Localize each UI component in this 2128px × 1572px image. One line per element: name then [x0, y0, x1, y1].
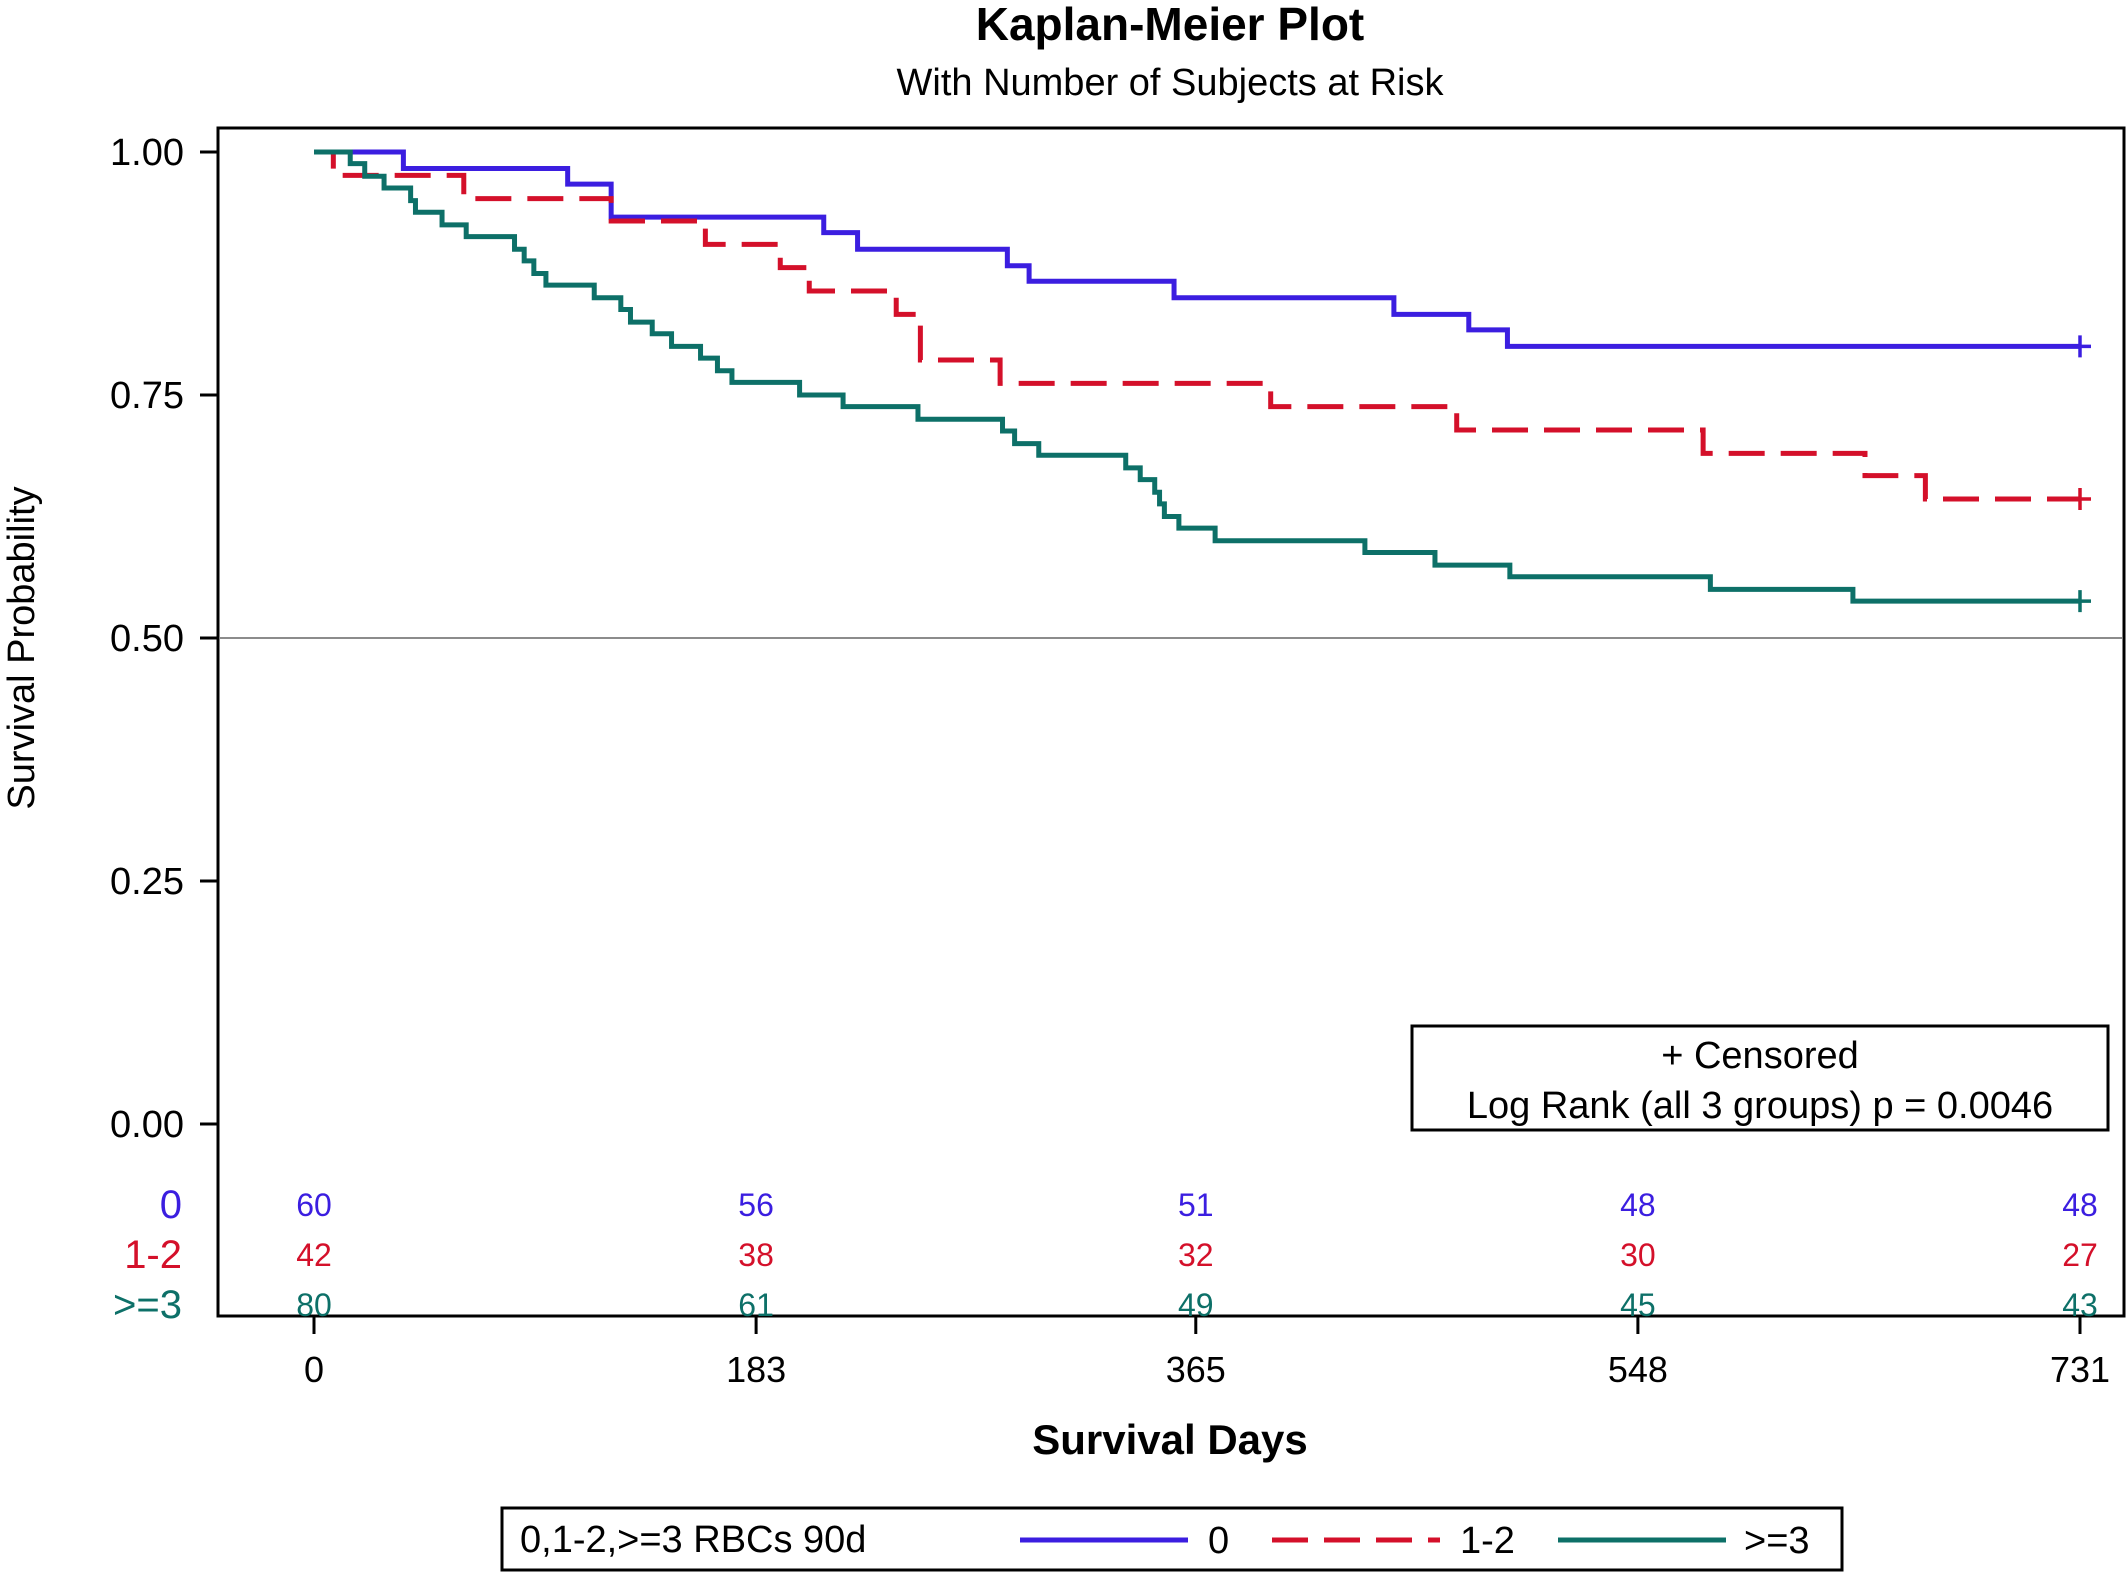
- x-axis: 0 183 365 548 731: [304, 1316, 2110, 1390]
- at-risk-count: 60: [296, 1187, 332, 1223]
- censor-mark-1: [2069, 488, 2091, 511]
- at-risk-group-label: 1-2: [124, 1233, 182, 1277]
- at-risk-count: 38: [738, 1237, 774, 1273]
- censor-info-line-2: Log Rank (all 3 groups) p = 0.0046: [1467, 1085, 2053, 1127]
- x-tick-label: 731: [2050, 1349, 2110, 1390]
- at-risk-group-label: 0: [160, 1183, 182, 1227]
- x-tick-label: 365: [1166, 1349, 1226, 1390]
- survival-curve-0: [314, 149, 2080, 349]
- legend-label-0: 0: [1208, 1520, 1229, 1562]
- x-tick-label: 183: [726, 1349, 786, 1390]
- survival-curves: [314, 149, 2091, 613]
- legend: 0,1-2,>=3 RBCs 90d 0 1-2 >=3: [500, 1506, 1844, 1572]
- censor-info-box: + Censored Log Rank (all 3 groups) p = 0…: [1410, 1024, 2110, 1132]
- censor-mark-2: [2069, 590, 2091, 613]
- chart-title: Kaplan-Meier Plot: [976, 0, 1365, 50]
- y-tick-label: 0.00: [110, 1104, 184, 1146]
- survival-curve-2: [314, 149, 2080, 604]
- x-tick-label: 548: [1608, 1349, 1668, 1390]
- at-risk-count: 30: [1620, 1237, 1656, 1273]
- at-risk-count: 48: [1620, 1187, 1656, 1223]
- at-risk-count: 48: [2062, 1187, 2098, 1223]
- at-risk-count: 32: [1178, 1237, 1214, 1273]
- legend-label-2: >=3: [1744, 1520, 1810, 1562]
- chart-subtitle: With Number of Subjects at Risk: [897, 62, 1445, 104]
- at-risk-count: 61: [738, 1287, 774, 1323]
- x-axis-label: Survival Days: [1032, 1416, 1308, 1463]
- y-tick-label: 1.00: [110, 132, 184, 174]
- x-tick-label: 0: [304, 1349, 324, 1390]
- at-risk-count: 56: [738, 1187, 774, 1223]
- at-risk-count: 45: [1620, 1287, 1656, 1323]
- legend-title: 0,1-2,>=3 RBCs 90d: [520, 1519, 866, 1561]
- at-risk-count: 27: [2062, 1237, 2098, 1273]
- at-risk-count: 80: [296, 1287, 332, 1323]
- y-tick-label: 0.25: [110, 861, 184, 903]
- at-risk-count: 43: [2062, 1287, 2098, 1323]
- at-risk-count: 42: [296, 1237, 332, 1273]
- censor-mark-0: [2069, 335, 2091, 358]
- at-risk-group-label: >=3: [113, 1283, 182, 1327]
- y-tick-label: 0.75: [110, 375, 184, 417]
- at-risk-count: 49: [1178, 1287, 1214, 1323]
- legend-label-1: 1-2: [1460, 1520, 1515, 1562]
- survival-curve-1: [314, 149, 2080, 502]
- censor-info-line-1: + Censored: [1661, 1035, 1859, 1077]
- at-risk-count: 51: [1178, 1187, 1214, 1223]
- y-axis-label: Survival Probability: [1, 486, 43, 809]
- y-axis: 0.00 0.25 0.50 0.75 1.00: [110, 132, 218, 1146]
- y-tick-label: 0.50: [110, 618, 184, 660]
- plot-frame: [216, 126, 2126, 1318]
- at-risk-table: 0 60 56 51 48 48 1-2 42 38 32 30 27 >=3 80 61 49 45 43: [113, 1183, 2098, 1327]
